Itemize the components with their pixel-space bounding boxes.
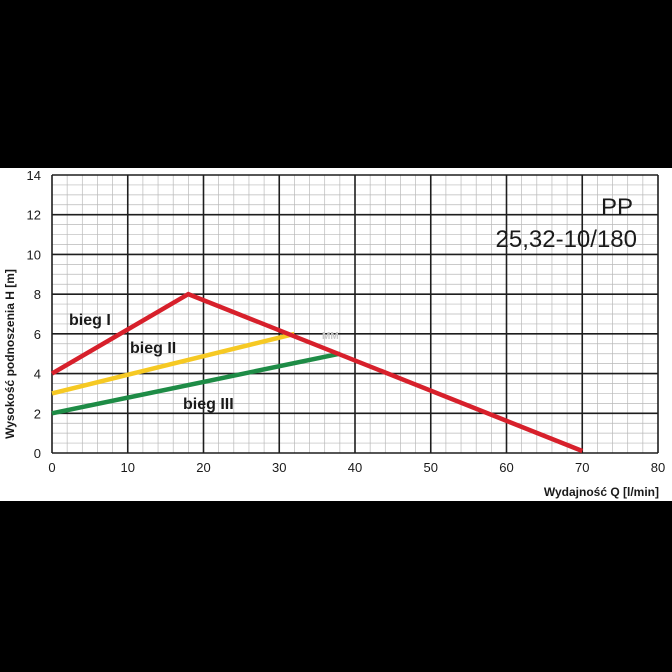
chart-panel: 0 10 20 30 40 50 60 70 80 0 2 4 6 8 10 12 14 PP 25,32-10… [0,168,672,501]
series-label-bieg-i: bieg I [69,312,111,329]
x-tick-label: 50 [424,460,438,475]
x-tick-label: 30 [272,460,286,475]
y-tick-label: 2 [34,406,41,421]
x-tick-label: 0 [48,460,55,475]
x-tick-label: 40 [348,460,362,475]
y-tick-label: 8 [34,287,41,302]
watermark: MM [322,331,339,342]
series-line-bieg-iii [51,351,341,416]
series-label-bieg-ii: bieg II [130,340,176,357]
y-tick-label: 10 [27,247,41,262]
series-lines [50,291,584,454]
x-tick-label: 20 [196,460,210,475]
y-tick-label: 0 [34,446,41,461]
x-axis-label: Wydajność Q [l/min] [544,485,659,499]
series-line-bieg-ii [51,331,295,396]
tick-labels: 0 10 20 30 40 50 60 70 80 0 2 4 6 8 10 12 14 [27,168,666,475]
chart-title-line2: 25,32-10/180 [496,226,637,253]
y-tick-label: 12 [27,208,41,223]
y-axis-label: Wysokość podnoszenia H [m] [3,269,17,439]
x-tick-label: 80 [651,460,665,475]
x-tick-label: 60 [499,460,513,475]
series-line-bieg-i [50,291,584,454]
y-tick-label: 14 [27,168,41,183]
major-grid [51,174,659,454]
y-tick-label: 4 [34,367,41,382]
y-tick-label: 6 [34,327,41,342]
pump-curve-chart: 0 10 20 30 40 50 60 70 80 0 2 4 6 8 10 12 14 PP 25,32-10… [3,168,666,499]
series-label-bieg-iii: bieg III [183,396,234,413]
x-tick-label: 70 [575,460,589,475]
chart-title-line1: PP [601,194,633,221]
x-tick-label: 10 [121,460,135,475]
